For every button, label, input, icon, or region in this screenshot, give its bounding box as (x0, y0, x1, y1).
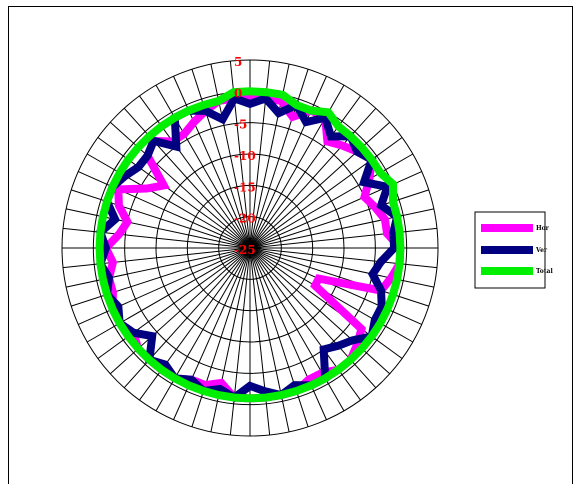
grid-spoke (249, 69, 309, 249)
legend: Hor Ver Total (474, 211, 553, 289)
grid-spoke (249, 247, 345, 412)
grid-spoke (155, 84, 251, 249)
legend-label-ver: Ver (535, 247, 548, 254)
grid-spoke (249, 107, 377, 249)
grid-spoke (66, 247, 251, 288)
legend-label-total: Total (536, 268, 553, 275)
grid-spoke (62, 247, 251, 269)
r-tick-label: -25 (234, 243, 256, 257)
grid-spoke (66, 208, 251, 249)
grid-spoke (249, 247, 271, 436)
grid-spoke (173, 247, 251, 420)
grid-spoke (210, 247, 251, 432)
series-layer (95, 87, 405, 403)
r-tick-label: -10 (234, 149, 256, 163)
grid-spoke (249, 247, 361, 401)
grid-spoke (249, 121, 391, 249)
r-tick-label: -5 (234, 118, 247, 132)
radial-tick-labels: 5 0 -5 -10 -15 -20 -25 (234, 55, 256, 257)
grid-spoke (191, 69, 251, 249)
grid-spoke (249, 95, 361, 249)
grid-spoke (139, 247, 251, 401)
grid-spoke (249, 247, 327, 420)
chart-frame (8, 6, 573, 484)
grid-spoke (249, 137, 403, 249)
grid-spoke (86, 153, 251, 249)
grid-spoke (229, 247, 251, 436)
grid-spoke (78, 247, 251, 325)
grid-spoke (71, 189, 251, 249)
grid-spoke (249, 247, 290, 432)
series-total-line (95, 87, 405, 403)
grid-spoke (249, 247, 434, 288)
grid-spoke (249, 227, 438, 249)
grid-spoke (210, 64, 251, 249)
grid-spoke (109, 247, 251, 375)
grid-spoke (109, 121, 251, 249)
grid-spoke (155, 247, 251, 412)
grid-spoke (249, 247, 391, 375)
grid-spoke (191, 247, 251, 427)
grid-spoke (249, 247, 422, 325)
grid-spoke (97, 247, 251, 359)
grid-spoke (86, 247, 251, 343)
radar-grid (61, 59, 439, 437)
grid-spoke (123, 107, 251, 249)
grid-spoke (62, 227, 251, 249)
grid-spoke (78, 171, 251, 249)
series-ver-line (95, 93, 402, 403)
grid-spoke (249, 76, 327, 249)
grid-spoke (249, 247, 377, 389)
grid-spoke (173, 76, 251, 249)
grid-spoke (249, 247, 414, 343)
grid-spoke (249, 153, 414, 249)
r-tick-label: 5 (234, 55, 242, 69)
legend-label-hor: Hor (536, 225, 550, 232)
grid-spoke (97, 137, 251, 249)
grid-spoke (139, 95, 251, 249)
grid-spoke (249, 189, 429, 249)
r-tick-label: 0 (234, 86, 242, 100)
grid-spoke (71, 247, 251, 307)
grid-spoke (249, 247, 438, 269)
grid-spoke (249, 247, 429, 307)
grid-spoke (249, 208, 434, 249)
r-tick-label: -20 (234, 212, 256, 226)
r-tick-label: -15 (234, 180, 256, 194)
grid-spoke (249, 247, 309, 427)
grid-spoke (123, 247, 251, 389)
grid-spoke (249, 247, 403, 359)
